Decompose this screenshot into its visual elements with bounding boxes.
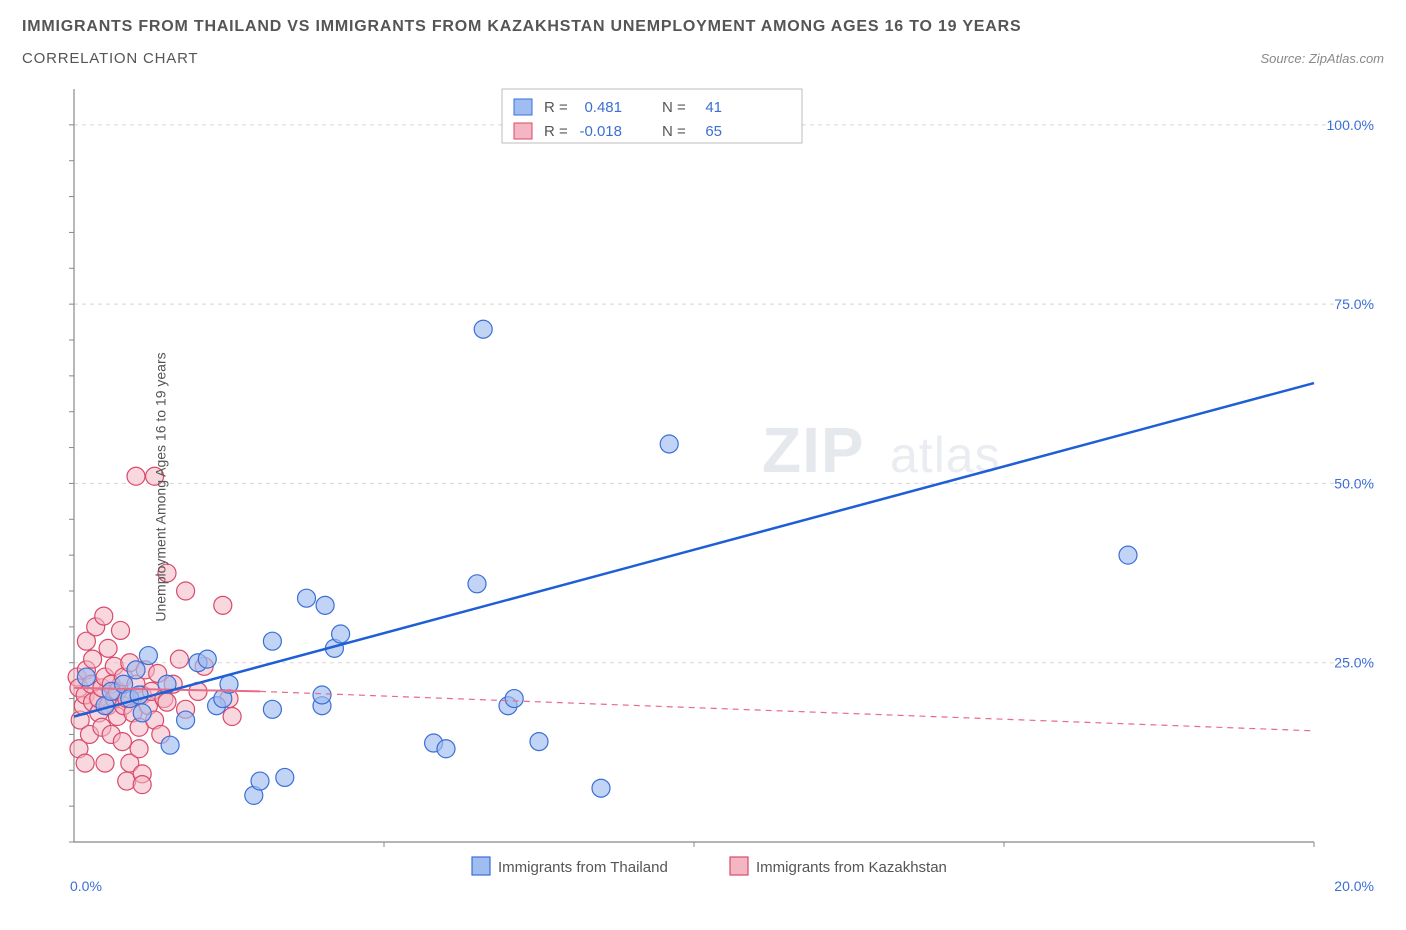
thailand-point	[198, 650, 216, 668]
kazakhstan-point	[133, 776, 151, 794]
thailand-point	[263, 700, 281, 718]
thailand-point	[77, 668, 95, 686]
legend-label: Immigrants from Kazakhstan	[756, 859, 947, 876]
legend-label: Immigrants from Thailand	[498, 859, 668, 876]
watermark: atlas	[890, 427, 1001, 483]
x-tick-left: 0.0%	[70, 878, 102, 894]
y-tick-label: 100.0%	[1327, 117, 1374, 133]
chart-svg: 25.0% 50.0% 75.0% 100.0% ZIP atlas 0.0% 20.0% Im…	[22, 77, 1382, 899]
thailand-point	[437, 740, 455, 758]
kazakhstan-point	[214, 596, 232, 614]
kazakhstan-point	[158, 693, 176, 711]
kazakhstan-point	[84, 650, 102, 668]
kazakhstan-point	[112, 621, 130, 639]
thailand-point	[139, 647, 157, 665]
thailand-point	[505, 690, 523, 708]
thailand-point	[592, 779, 610, 797]
legend-swatch	[730, 857, 748, 875]
kazakhstan-point	[96, 754, 114, 772]
thailand-point	[276, 768, 294, 786]
y-tick-label: 75.0%	[1334, 296, 1374, 312]
r-label: R =	[544, 99, 568, 116]
thailand-point	[127, 661, 145, 679]
kazakhstan-point	[99, 639, 117, 657]
n-value: 41	[705, 99, 722, 116]
thailand-point	[133, 704, 151, 722]
kazakhstan-point	[170, 650, 188, 668]
n-label: N =	[662, 123, 686, 140]
thailand-point	[251, 772, 269, 790]
r-label: R =	[544, 123, 568, 140]
n-label: N =	[662, 99, 686, 116]
thailand-point	[530, 733, 548, 751]
chart-area: Unemployment Among Ages 16 to 19 years 2…	[22, 77, 1382, 897]
thailand-point	[332, 625, 350, 643]
corr-swatch	[514, 99, 532, 115]
x-tick-right: 20.0%	[1334, 878, 1374, 894]
y-tick-label: 25.0%	[1334, 655, 1374, 671]
corr-swatch	[514, 123, 532, 139]
thailand-point	[474, 320, 492, 338]
thailand-point	[660, 435, 678, 453]
kazakhstan-point	[223, 708, 241, 726]
kazakhstan-point	[127, 467, 145, 485]
thailand-point	[177, 711, 195, 729]
kazakhstan-point	[113, 733, 131, 751]
thailand-point	[263, 632, 281, 650]
thailand-point	[298, 589, 316, 607]
kazakhstan-point	[130, 740, 148, 758]
kazakhstan-trend-line-dash	[260, 691, 1314, 730]
n-value: 65	[705, 123, 722, 140]
legend-swatch	[472, 857, 490, 875]
r-value: 0.481	[584, 99, 622, 116]
y-axis-label: Unemployment Among Ages 16 to 19 years	[153, 352, 169, 621]
thailand-point	[313, 686, 331, 704]
chart-title-line1: IMMIGRANTS FROM THAILAND VS IMMIGRANTS F…	[22, 18, 1384, 36]
y-tick-label: 50.0%	[1334, 475, 1374, 491]
thailand-point	[161, 736, 179, 754]
source-text: Source: ZipAtlas.com	[1260, 51, 1384, 66]
thailand-point	[316, 596, 334, 614]
kazakhstan-point	[177, 582, 195, 600]
kazakhstan-point	[76, 754, 94, 772]
chart-title-line2: CORRELATION CHART	[22, 50, 198, 67]
kazakhstan-point	[95, 607, 113, 625]
r-value: -0.018	[579, 123, 622, 140]
thailand-point	[1119, 546, 1137, 564]
watermark: ZIP	[762, 414, 865, 486]
thailand-point	[468, 575, 486, 593]
